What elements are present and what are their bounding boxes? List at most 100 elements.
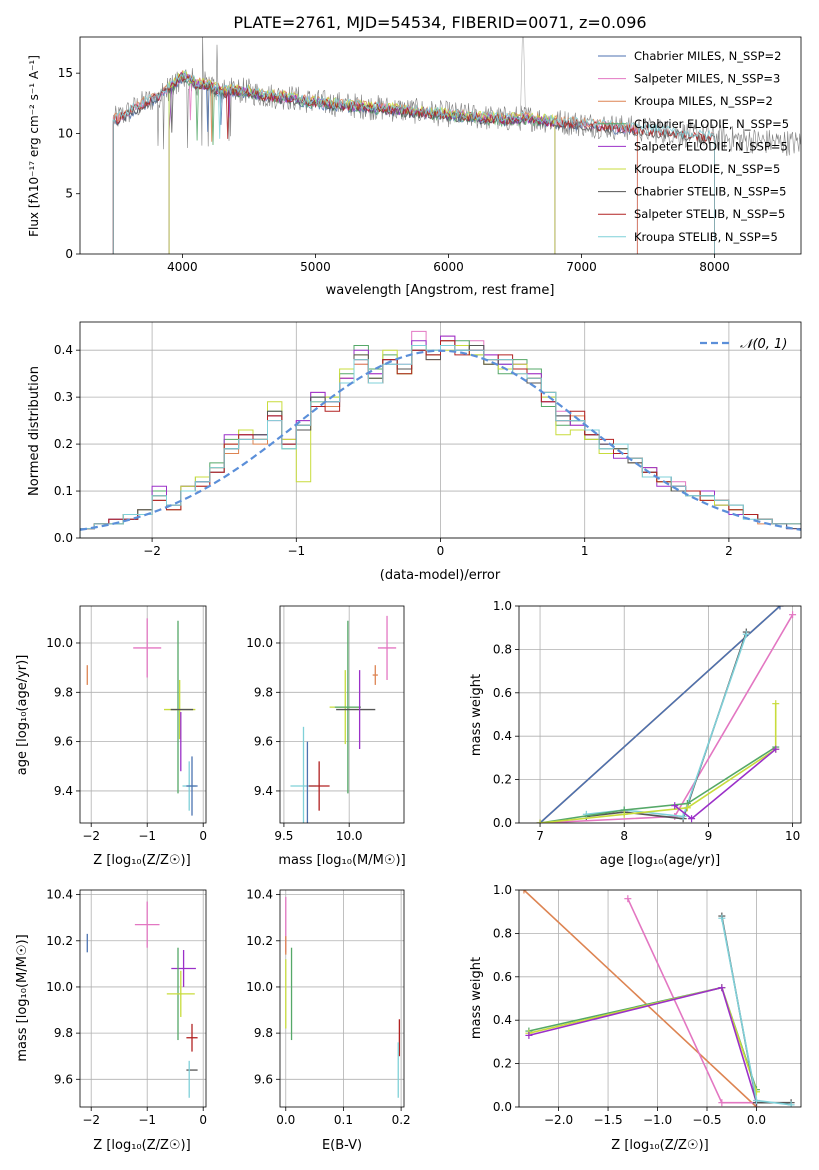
- histogram-kroupa_stelib: [80, 345, 801, 538]
- legend-label-salpeter_stelib: Salpeter STELIB, N_SSP=5: [634, 207, 785, 221]
- age-vs-z-plot-area: [86, 618, 198, 816]
- legend-label-salpeter_miles: Salpeter MILES, N_SSP=3: [634, 72, 780, 86]
- errorbar-point-salpeter_stelib: [186, 1023, 198, 1052]
- weight-marker-salpeter_elodie: [718, 984, 726, 992]
- y-tick-label: 10.0: [246, 980, 273, 994]
- weight-marker-kroupa_stelib: [718, 914, 726, 922]
- errorbar-point-salpeter_miles: [377, 615, 397, 680]
- x-tick-label: 1: [581, 544, 589, 558]
- legend-label-kroupa_miles: Kroupa MILES, N_SSP=2: [634, 94, 773, 108]
- mass-weight-vs-age-plot-area: [536, 606, 797, 823]
- y-tick-label: 0.0: [493, 816, 512, 830]
- y-tick-label: 10.2: [46, 934, 73, 948]
- y-tick-label: 9.8: [54, 685, 73, 699]
- errorbar-point-kroupa_miles: [372, 665, 378, 685]
- age-vs-z-frame: [79, 605, 207, 824]
- weight-marker-kroupa_elodie: [536, 819, 544, 823]
- y-tick-label: 0.3: [54, 390, 73, 404]
- y-tick-label: 0.4: [493, 1013, 512, 1027]
- residuals-panel: (data-model)/error Normed distribution −…: [27, 321, 802, 583]
- model-spectrum-kroupa_stelib: [112, 69, 715, 254]
- y-tick-label: 9.8: [254, 685, 273, 699]
- x-tick-label: 6000: [433, 260, 464, 274]
- sky-line-spike: [520, 37, 526, 122]
- weight-marker-kroupa_stelib: [742, 630, 750, 638]
- mass-vs-z-ylabel: mass [log₁₀(M/M☉)]: [15, 934, 30, 1061]
- mass-weight-vs-age-ylabel: mass weight: [469, 674, 484, 756]
- mass-weight-vs-age-frame: [518, 605, 802, 824]
- weight-marker-salpeter_miles: [624, 895, 632, 903]
- y-tick-label: 1.0: [493, 599, 512, 613]
- mass-vs-ebv-panel: E(B-V) 0.0 0.1 0.2 9.6 9.8 10.0 10.2 10.4: [246, 888, 410, 1153]
- mass-weight-vs-age-grid: [519, 605, 801, 824]
- mass-vs-z-frame: [79, 889, 207, 1108]
- mass-weight-vs-age-panel: age [log₁₀(age/yr)] mass weight 7 8 9 10 0.0…: [469, 599, 802, 868]
- residuals-legend: 𝒩(0, 1): [700, 337, 787, 352]
- legend-label-kroupa_stelib: Kroupa STELIB, N_SSP=5: [634, 230, 778, 244]
- residuals-axes: −2 −1 0 1 2 0.0 0.1 0.2 0.3 0.4: [54, 343, 733, 558]
- age-vs-z-ylabel: age [log₁₀(age/yr)]: [15, 655, 30, 776]
- y-tick-label: 10.0: [46, 980, 73, 994]
- x-tick-label: −2.0: [544, 1113, 573, 1127]
- y-tick-label: 9.4: [54, 784, 73, 798]
- y-tick-label: 0.1: [54, 484, 73, 498]
- y-tick-label: 0.0: [54, 531, 73, 545]
- y-tick-label: 0.8: [493, 642, 512, 656]
- y-tick-label: 15: [58, 66, 73, 80]
- legend-label-chabrier_elodie: Chabrier ELODIE, N_SSP=5: [634, 117, 789, 131]
- y-tick-label: 0.4: [54, 343, 73, 357]
- y-tick-label: 0: [65, 247, 73, 261]
- weight-marker-chabrier_miles: [776, 606, 784, 610]
- age-vs-mass-axes: 9.5 10.0 9.4 9.6 9.8 10.0: [246, 636, 362, 843]
- x-tick-label: 0.0: [276, 1113, 295, 1127]
- y-tick-label: 0.8: [493, 926, 512, 940]
- x-tick-label: −1.0: [643, 1113, 672, 1127]
- residuals-ylabel: Normed distribution: [27, 366, 42, 496]
- spectrum-title: PLATE=2761, MJD=54534, FIBERID=0071, z=0…: [233, 13, 646, 32]
- weight-marker-salpeter_elodie: [688, 815, 696, 823]
- y-tick-label: 0.2: [493, 1057, 512, 1071]
- age-vs-mass-frame: [279, 605, 405, 824]
- x-tick-label: 0.0: [747, 1113, 766, 1127]
- errorbar-point-salpeter_elodie: [171, 950, 196, 987]
- errorbar-point-kroupa_elodie: [166, 970, 195, 1017]
- y-tick-label: 10.4: [246, 888, 273, 902]
- x-tick-label: −2: [143, 544, 161, 558]
- mass-vs-ebv-xlabel: E(B-V): [322, 1138, 362, 1153]
- errorbar-point-chabrier_miles: [186, 756, 198, 816]
- x-tick-label: −0.5: [692, 1113, 721, 1127]
- y-tick-label: 0.2: [54, 437, 73, 451]
- spectrum-legend: Chabrier MILES, N_SSP=2 Salpeter MILES, N…: [598, 49, 789, 244]
- x-tick-label: 8000: [699, 260, 730, 274]
- weight-marker-kroupa_elodie: [620, 810, 628, 818]
- mass-vs-ebv-plot-area: [285, 896, 401, 1098]
- x-tick-label: −1.5: [593, 1113, 622, 1127]
- errorbar-point-salpeter_miles: [134, 901, 160, 948]
- weight-marker-salpeter_miles: [718, 1099, 726, 1107]
- errorbar-point-chabrier_elodie: [334, 620, 361, 794]
- spectrum-axes: 4000 5000 6000 7000 8000 0 5 10 15: [58, 66, 730, 274]
- mass-vs-z-panel: Z [log₁₀(Z/Z☉)] mass [log₁₀(M/M☉)] −2 −1 0…: [15, 888, 207, 1153]
- residuals-frame: [79, 321, 802, 539]
- x-tick-label: 0: [437, 544, 445, 558]
- errorbar-point-salpeter_miles: [133, 618, 162, 678]
- mass-vs-z-xlabel: Z [log₁₀(Z/Z☉)]: [93, 1138, 190, 1153]
- mass-weight-vs-z-frame: [518, 889, 802, 1108]
- x-tick-label: 8: [620, 829, 628, 843]
- age-vs-mass-plot-area: [290, 615, 397, 823]
- weight-marker-salpeter_miles: [789, 611, 797, 619]
- x-tick-label: 7: [536, 829, 544, 843]
- x-tick-label: 9.5: [274, 829, 293, 843]
- weight-line-chabrier_elodie: [539, 746, 777, 823]
- x-tick-label: −2: [82, 1113, 100, 1127]
- mass-weight-vs-z-axes: −2.0 −1.5 −1.0 −0.5 0.0 0.0 0.2 0.4 0.6 0.8 1.0: [493, 883, 766, 1127]
- mass-weight-vs-z-plot-area: [520, 890, 795, 1107]
- legend-label-salpeter_elodie: Salpeter ELODIE, N_SSP=5: [634, 139, 788, 153]
- y-tick-label: 0.4: [493, 729, 512, 743]
- legend-label-chabrier_stelib: Chabrier STELIB, N_SSP=5: [634, 185, 786, 199]
- y-tick-label: 10.4: [46, 888, 73, 902]
- x-tick-label: 0.2: [392, 1113, 411, 1127]
- age-vs-mass-panel: mass [log₁₀(M/M☉)] 9.5 10.0 9.4 9.6 9.8 10.0: [246, 605, 406, 868]
- y-tick-label: 0.2: [493, 773, 512, 787]
